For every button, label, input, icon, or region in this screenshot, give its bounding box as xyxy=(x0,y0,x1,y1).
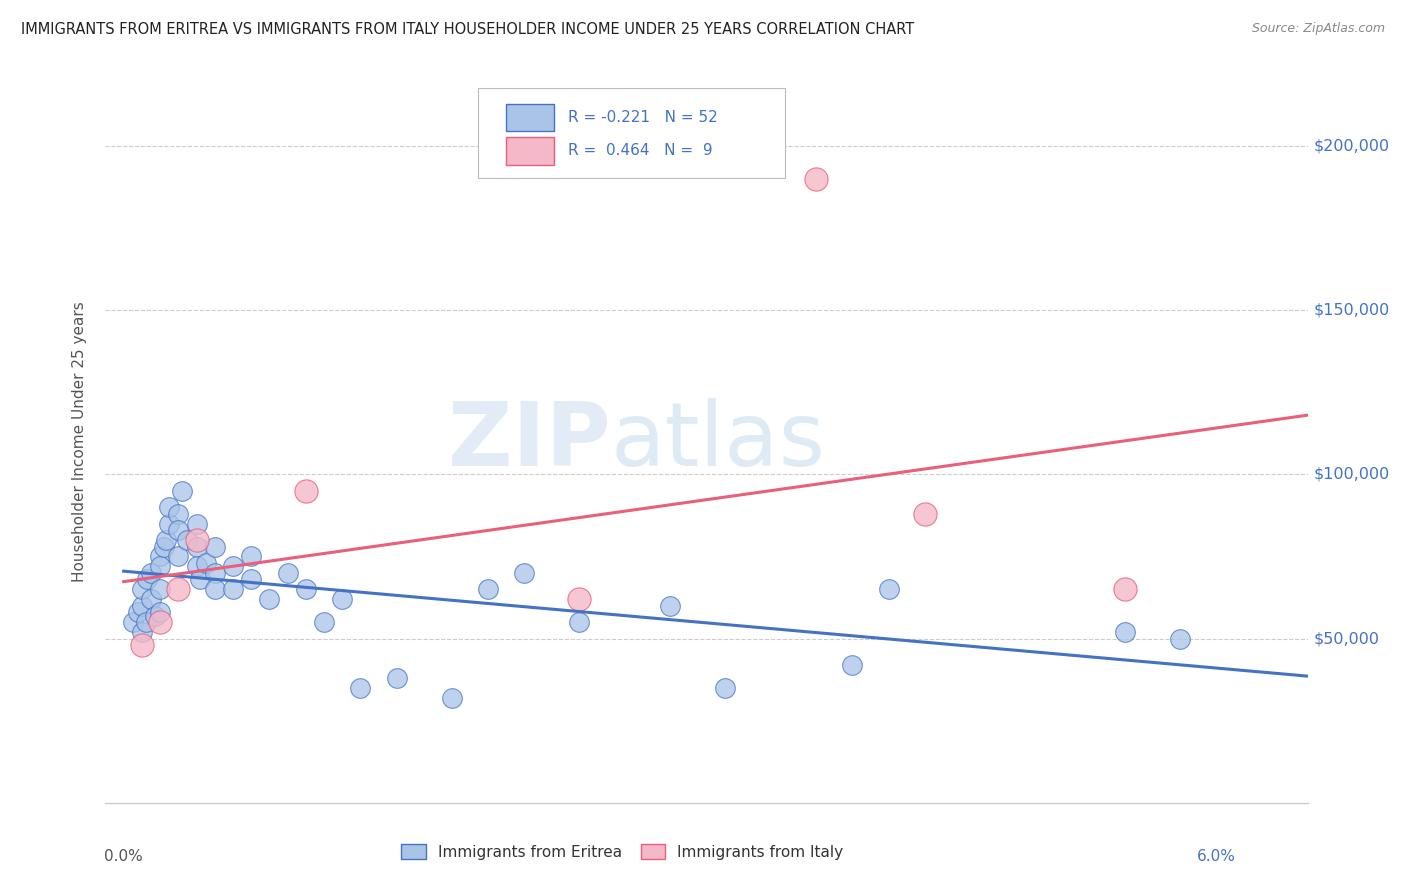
Point xyxy=(568,615,591,630)
Point xyxy=(222,582,245,597)
Point xyxy=(167,523,190,537)
Point xyxy=(1114,582,1136,597)
Point xyxy=(167,549,190,564)
Legend: Immigrants from Eritrea, Immigrants from Italy: Immigrants from Eritrea, Immigrants from… xyxy=(394,837,851,867)
Text: atlas: atlas xyxy=(610,398,825,485)
Point xyxy=(477,582,499,597)
Point xyxy=(294,582,316,597)
Point xyxy=(135,615,156,630)
Text: ZIP: ZIP xyxy=(447,398,610,485)
Point xyxy=(131,582,153,597)
Y-axis label: Householder Income Under 25 years: Householder Income Under 25 years xyxy=(72,301,87,582)
Point xyxy=(188,573,211,587)
Point xyxy=(139,566,162,580)
Point xyxy=(131,638,153,652)
Text: 0.0%: 0.0% xyxy=(104,849,143,863)
Point xyxy=(149,549,172,564)
Point xyxy=(149,615,172,630)
Point xyxy=(1168,632,1191,646)
Point xyxy=(312,615,335,630)
Point xyxy=(149,605,172,619)
Point xyxy=(385,671,408,685)
Text: $50,000: $50,000 xyxy=(1313,632,1379,646)
Point xyxy=(349,681,371,695)
Point xyxy=(1114,625,1136,640)
Point xyxy=(277,566,299,580)
Point xyxy=(568,592,591,607)
Text: $100,000: $100,000 xyxy=(1313,467,1391,482)
Point xyxy=(240,549,263,564)
Point xyxy=(186,559,208,574)
Point xyxy=(204,582,226,597)
Point xyxy=(330,592,353,607)
Point xyxy=(259,592,281,607)
Point xyxy=(294,483,316,498)
Point xyxy=(149,582,172,597)
Point xyxy=(186,533,208,547)
Text: $200,000: $200,000 xyxy=(1313,138,1389,153)
Point xyxy=(877,582,900,597)
Point xyxy=(176,533,198,547)
Point xyxy=(659,599,682,613)
Point xyxy=(804,171,827,186)
Point xyxy=(157,500,180,515)
Point xyxy=(841,657,863,672)
Text: IMMIGRANTS FROM ERITREA VS IMMIGRANTS FROM ITALY HOUSEHOLDER INCOME UNDER 25 YEA: IMMIGRANTS FROM ERITREA VS IMMIGRANTS FR… xyxy=(21,22,914,37)
Point xyxy=(186,516,208,531)
Point xyxy=(139,592,162,607)
Point xyxy=(136,573,159,587)
Point xyxy=(240,573,263,587)
Point xyxy=(513,566,536,580)
Point xyxy=(222,559,245,574)
Text: R = -0.221   N = 52: R = -0.221 N = 52 xyxy=(568,111,718,125)
Point xyxy=(131,599,153,613)
Text: R =  0.464   N =  9: R = 0.464 N = 9 xyxy=(568,144,713,159)
Point xyxy=(167,582,190,597)
Point xyxy=(121,615,143,630)
Point xyxy=(440,690,463,705)
Point xyxy=(167,507,190,521)
Point xyxy=(131,625,153,640)
Point xyxy=(127,605,149,619)
Point xyxy=(149,559,172,574)
Point xyxy=(152,540,174,554)
Point xyxy=(157,516,180,531)
Point xyxy=(186,540,208,554)
Point xyxy=(194,556,217,570)
Point xyxy=(914,507,936,521)
Point xyxy=(713,681,735,695)
Text: Source: ZipAtlas.com: Source: ZipAtlas.com xyxy=(1251,22,1385,36)
Bar xyxy=(506,104,554,131)
Point xyxy=(143,608,166,623)
Bar xyxy=(506,137,554,165)
Point xyxy=(204,540,226,554)
Point xyxy=(155,533,177,547)
FancyBboxPatch shape xyxy=(478,87,785,178)
Point xyxy=(204,566,226,580)
Text: $150,000: $150,000 xyxy=(1313,302,1391,318)
Text: 6.0%: 6.0% xyxy=(1197,849,1236,863)
Point xyxy=(170,483,193,498)
